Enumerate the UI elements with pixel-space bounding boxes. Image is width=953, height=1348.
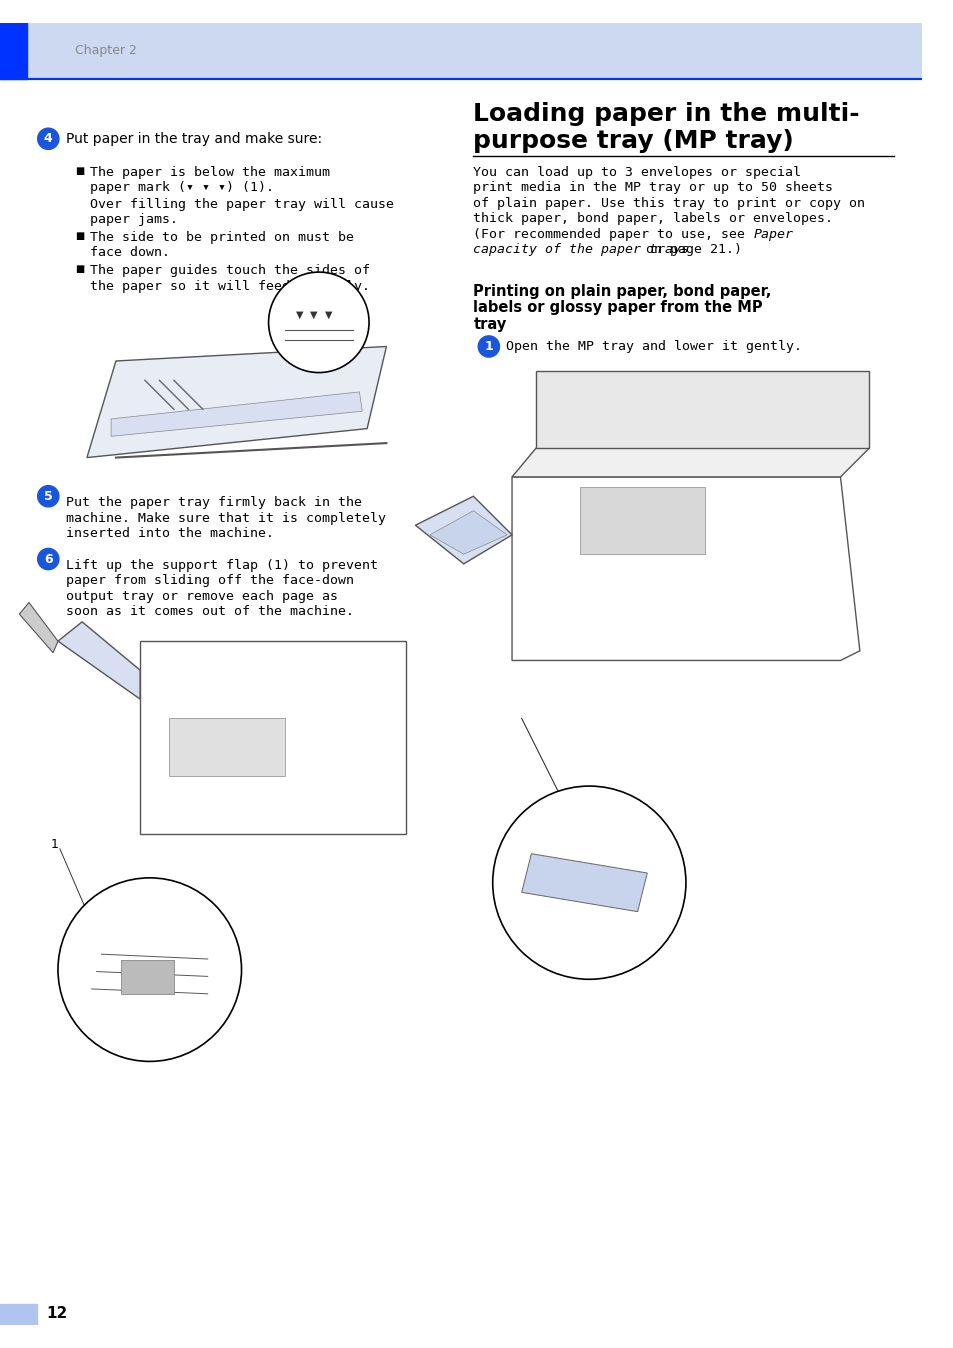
Polygon shape (521, 853, 647, 911)
Text: machine. Make sure that it is completely: machine. Make sure that it is completely (66, 512, 385, 524)
Text: tray: tray (473, 317, 506, 332)
Bar (121, 960, 173, 993)
Text: paper mark (▾ ▾ ▾) (1).: paper mark (▾ ▾ ▾) (1). (90, 181, 274, 194)
Text: ■: ■ (75, 166, 85, 175)
Polygon shape (512, 448, 868, 477)
Text: purpose tray (MP tray): purpose tray (MP tray) (473, 129, 793, 154)
Text: Loading paper in the multi-: Loading paper in the multi- (473, 102, 859, 127)
Text: Printing on plain paper, bond paper,: Printing on plain paper, bond paper, (473, 283, 771, 299)
Text: The paper is below the maximum: The paper is below the maximum (90, 166, 330, 179)
Text: ▼: ▼ (295, 310, 303, 319)
Polygon shape (430, 511, 507, 554)
Text: 1: 1 (51, 837, 58, 851)
Polygon shape (58, 621, 140, 700)
Text: paper jams.: paper jams. (90, 213, 177, 226)
Text: Lift up the support flap (1) to prevent: Lift up the support flap (1) to prevent (66, 559, 377, 572)
Text: Over filling the paper tray will cause: Over filling the paper tray will cause (90, 198, 394, 210)
Bar (0, 23, 921, 80)
Text: Chapter 2: Chapter 2 (75, 44, 137, 58)
Polygon shape (19, 603, 58, 652)
Text: of plain paper. Use this tray to print or copy on: of plain paper. Use this tray to print o… (473, 197, 864, 210)
Text: 1: 1 (343, 288, 351, 302)
Text: The side to be printed on must be: The side to be printed on must be (90, 231, 354, 244)
Text: print media in the MP tray or up to 50 sheets: print media in the MP tray or up to 50 s… (473, 181, 833, 194)
Circle shape (37, 128, 59, 150)
Text: thick paper, bond paper, labels or envelopes.: thick paper, bond paper, labels or envel… (473, 212, 833, 225)
Text: 12: 12 (47, 1306, 68, 1321)
Text: ■: ■ (75, 231, 85, 240)
Text: Paper: Paper (753, 228, 793, 241)
Text: ▼: ▼ (310, 310, 317, 319)
Circle shape (58, 878, 241, 1061)
Text: the paper so it will feed properly.: the paper so it will feed properly. (90, 280, 370, 293)
Text: Open the MP tray and lower it gently.: Open the MP tray and lower it gently. (506, 340, 801, 353)
Text: 6: 6 (44, 553, 52, 566)
Circle shape (37, 485, 59, 507)
Bar (579, 487, 704, 554)
Text: Put paper in the tray and make sure:: Put paper in the tray and make sure: (66, 132, 321, 146)
Text: (For recommended paper to use, see: (For recommended paper to use, see (473, 228, 753, 241)
Text: The paper guides touch the sides of: The paper guides touch the sides of (90, 264, 370, 278)
Text: 4: 4 (44, 132, 52, 146)
Text: 1: 1 (484, 340, 493, 353)
Text: on page 21.): on page 21.) (637, 243, 740, 256)
Polygon shape (111, 392, 362, 437)
Bar (0, 23, 27, 80)
Text: paper from sliding off the face-down: paper from sliding off the face-down (66, 574, 354, 588)
Text: face down.: face down. (90, 247, 170, 259)
Circle shape (37, 549, 59, 570)
Text: Put the paper tray firmly back in the: Put the paper tray firmly back in the (66, 496, 361, 510)
Text: ■: ■ (75, 264, 85, 275)
Text: soon as it comes out of the machine.: soon as it comes out of the machine. (66, 605, 354, 619)
Bar (169, 718, 285, 776)
Circle shape (477, 336, 499, 357)
Text: output tray or remove each page as: output tray or remove each page as (66, 590, 337, 603)
Text: capacity of the paper trays: capacity of the paper trays (473, 243, 689, 256)
Polygon shape (140, 642, 405, 834)
Bar (0, 1304, 36, 1325)
Text: labels or glossy paper from the MP: labels or glossy paper from the MP (473, 301, 762, 315)
Text: 5: 5 (44, 489, 52, 503)
Circle shape (492, 786, 685, 979)
Circle shape (269, 272, 369, 372)
Text: inserted into the machine.: inserted into the machine. (66, 527, 274, 541)
Text: ▼: ▼ (324, 310, 332, 319)
Polygon shape (415, 496, 512, 563)
Polygon shape (87, 346, 386, 457)
Text: You can load up to 3 envelopes or special: You can load up to 3 envelopes or specia… (473, 166, 801, 179)
Polygon shape (536, 371, 868, 448)
Polygon shape (512, 477, 859, 661)
